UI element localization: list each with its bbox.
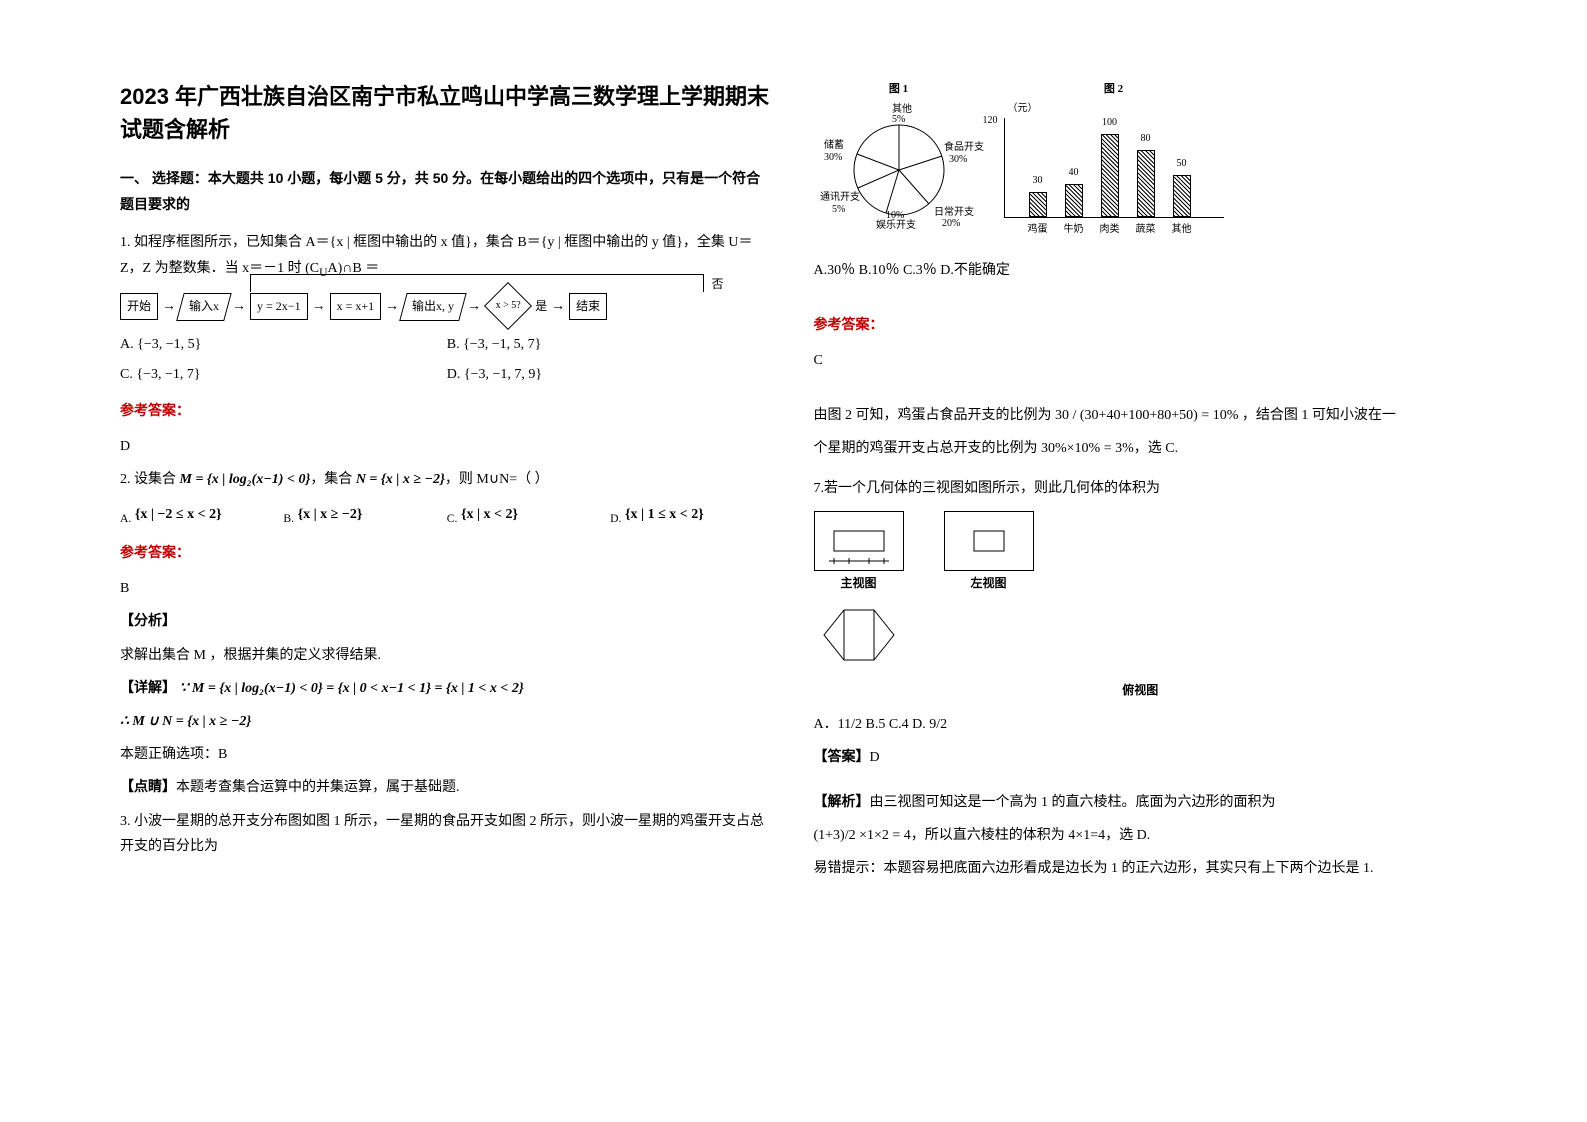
fig1-pie: 图 1 其他 5% 食品开支 30% 日常开支 20% 娱乐开支 10% 通讯开… xyxy=(814,80,984,238)
front-view-icon xyxy=(819,516,899,566)
flow-no-label: 否 xyxy=(711,274,723,296)
flow-yes-label: 是 xyxy=(535,296,547,318)
svg-text:20%: 20% xyxy=(942,218,960,229)
fig2-bar: 图 2 （元） 120 30鸡蛋 40牛奶 100肉类 80蔬菜 50其他 xyxy=(1004,80,1224,238)
section1-head: 一、 选择题：本大题共 10 小题，每小题 5 分，共 50 分。在每小题给出的… xyxy=(120,166,774,218)
q2-answer: B xyxy=(120,576,774,601)
flow-inc: x = x+1 xyxy=(330,293,382,321)
q2-detail: 【详解】 ∵ M = {x | log₂(x−1) < 0} = {x | 0 … xyxy=(120,676,774,701)
q2-detail2: ∴ M ∪ N = {x | x ≥ −2} xyxy=(120,709,774,734)
q1-opt-a: A. {−3, −1, 5} xyxy=(120,330,447,359)
flow-cond: x > 5? xyxy=(485,292,531,320)
q1-opt-b: B. {−3, −1, 5, 7} xyxy=(447,330,774,359)
q3-options: A.30％ B.10％ C.3％ D.不能确定 xyxy=(814,258,1468,283)
q3-figures: 图 1 其他 5% 食品开支 30% 日常开支 20% 娱乐开支 10% 通讯开… xyxy=(814,80,1468,238)
q2-comment: 【点睛】本题考查集合运算中的并集运算，属于基础题. xyxy=(120,775,774,800)
q2-stem: 2. 设集合 M = {x | log₂(x−1) < 0}，集合 N = {x… xyxy=(120,467,774,492)
page-title: 2023 年广西壮族自治区南宁市私立鸣山中学高三数学理上学期期末试题含解析 xyxy=(120,80,774,146)
q7-stem: 7.若一个几何体的三视图如图所示，则此几何体的体积为 xyxy=(814,476,1468,501)
q1-opt-d: D. {−3, −1, 7, 9} xyxy=(447,360,774,389)
bar-item: 40牛奶 xyxy=(1065,164,1083,217)
q2-opt-d: D. {x | 1 ≤ x < 2} xyxy=(610,500,773,531)
q1-answer: D xyxy=(120,434,774,459)
q2-opt-b: B. {x | x ≥ −2} xyxy=(283,500,446,531)
svg-text:10%: 10% xyxy=(886,210,904,221)
bar-ymax: 120 xyxy=(983,112,998,130)
flow-output: 输出x, y xyxy=(399,293,466,321)
q3-answer: C xyxy=(814,348,1468,373)
q2-analysis: 求解出集合 M ，根据并集的定义求得结果. xyxy=(120,643,774,668)
q3-answer-label: 参考答案： xyxy=(814,313,1468,338)
q1-answer-label: 参考答案： xyxy=(120,399,774,424)
bar-item: 30鸡蛋 xyxy=(1029,172,1047,217)
q7-sol2: (1+3)/2 ×1×2 = 4，所以直六棱柱的体积为 4×1=4，选 D. xyxy=(814,823,1468,848)
q7-sol: 【解析】由三视图可知这是一个高为 1 的直六棱柱。底面为六边形的面积为 xyxy=(814,790,1468,815)
flow-start: 开始 xyxy=(120,293,158,321)
svg-text:30%: 30% xyxy=(824,152,842,163)
flow-input: 输入x xyxy=(176,293,231,321)
q7-answer: 【答案】D xyxy=(814,745,1468,770)
svg-text:5%: 5% xyxy=(832,204,845,215)
q2-opt-c: C. {x | x < 2} xyxy=(447,500,610,531)
side-view: 左视图 xyxy=(944,511,1034,595)
q1-options: A. {−3, −1, 5} B. {−3, −1, 5, 7} C. {−3,… xyxy=(120,330,774,388)
top-view-icon xyxy=(814,600,904,670)
svg-text:食品开支: 食品开支 xyxy=(944,140,984,153)
svg-text:30%: 30% xyxy=(949,154,967,165)
q3-sol1: 由图 2 可知，鸡蛋占食品开支的比例为 30 / (30+40+100+80+5… xyxy=(814,403,1468,428)
bar-item: 100肉类 xyxy=(1101,114,1119,217)
q7-three-views: 主视图 左视图 俯视图 xyxy=(814,511,1468,702)
q1-opt-c: C. {−3, −1, 7} xyxy=(120,360,447,389)
svg-text:5%: 5% xyxy=(892,114,905,125)
front-view: 主视图 xyxy=(814,511,904,595)
bar-item: 50其他 xyxy=(1173,155,1191,217)
flow-end: 结束 xyxy=(569,293,607,321)
svg-text:储蓄: 储蓄 xyxy=(824,138,844,151)
q2-opt-a: A. {x | −2 ≤ x < 2} xyxy=(120,500,283,531)
q3-sol2: 个星期的鸡蛋开支占总开支的比例为 30%×10% = 3%，选 C. xyxy=(814,436,1468,461)
svg-text:日常开支: 日常开支 xyxy=(934,205,974,218)
pie-chart-icon: 其他 5% 食品开支 30% 日常开支 20% 娱乐开支 10% 通讯开支 5%… xyxy=(814,100,984,230)
svg-text:通讯开支: 通讯开支 xyxy=(820,191,860,203)
q2-answer-label: 参考答案： xyxy=(120,541,774,566)
q1-flowchart: 否 开始 → 输入x → y = 2x−1 → x = x+1 → 输出x, y… xyxy=(120,292,774,320)
fig1-title: 图 1 xyxy=(814,80,984,100)
q2-analysis-label: 【分析】 xyxy=(120,609,774,634)
q7-err: 易错提示：本题容易把底面六边形看成是边长为 1 的正六边形，其实只有上下两个边长… xyxy=(814,856,1468,881)
q2-detail3: 本题正确选项：B xyxy=(120,742,774,767)
fig2-title: 图 2 xyxy=(1004,80,1224,100)
side-view-icon xyxy=(949,516,1029,566)
top-view: 俯视图 xyxy=(814,600,1468,701)
q3-stem: 3. 小波一星期的总开支分布图如图 1 所示，一星期的食品开支如图 2 所示，则… xyxy=(120,809,774,859)
q7-options: A．11/2 B.5 C.4 D. 9/2 xyxy=(814,712,1468,737)
bar-item: 80蔬菜 xyxy=(1137,130,1155,217)
bar-chart: 120 30鸡蛋 40牛奶 100肉类 80蔬菜 50其他 xyxy=(1004,118,1224,218)
flow-assign: y = 2x−1 xyxy=(250,293,308,321)
q2-options: A. {x | −2 ≤ x < 2} B. {x | x ≥ −2} C. {… xyxy=(120,500,774,531)
